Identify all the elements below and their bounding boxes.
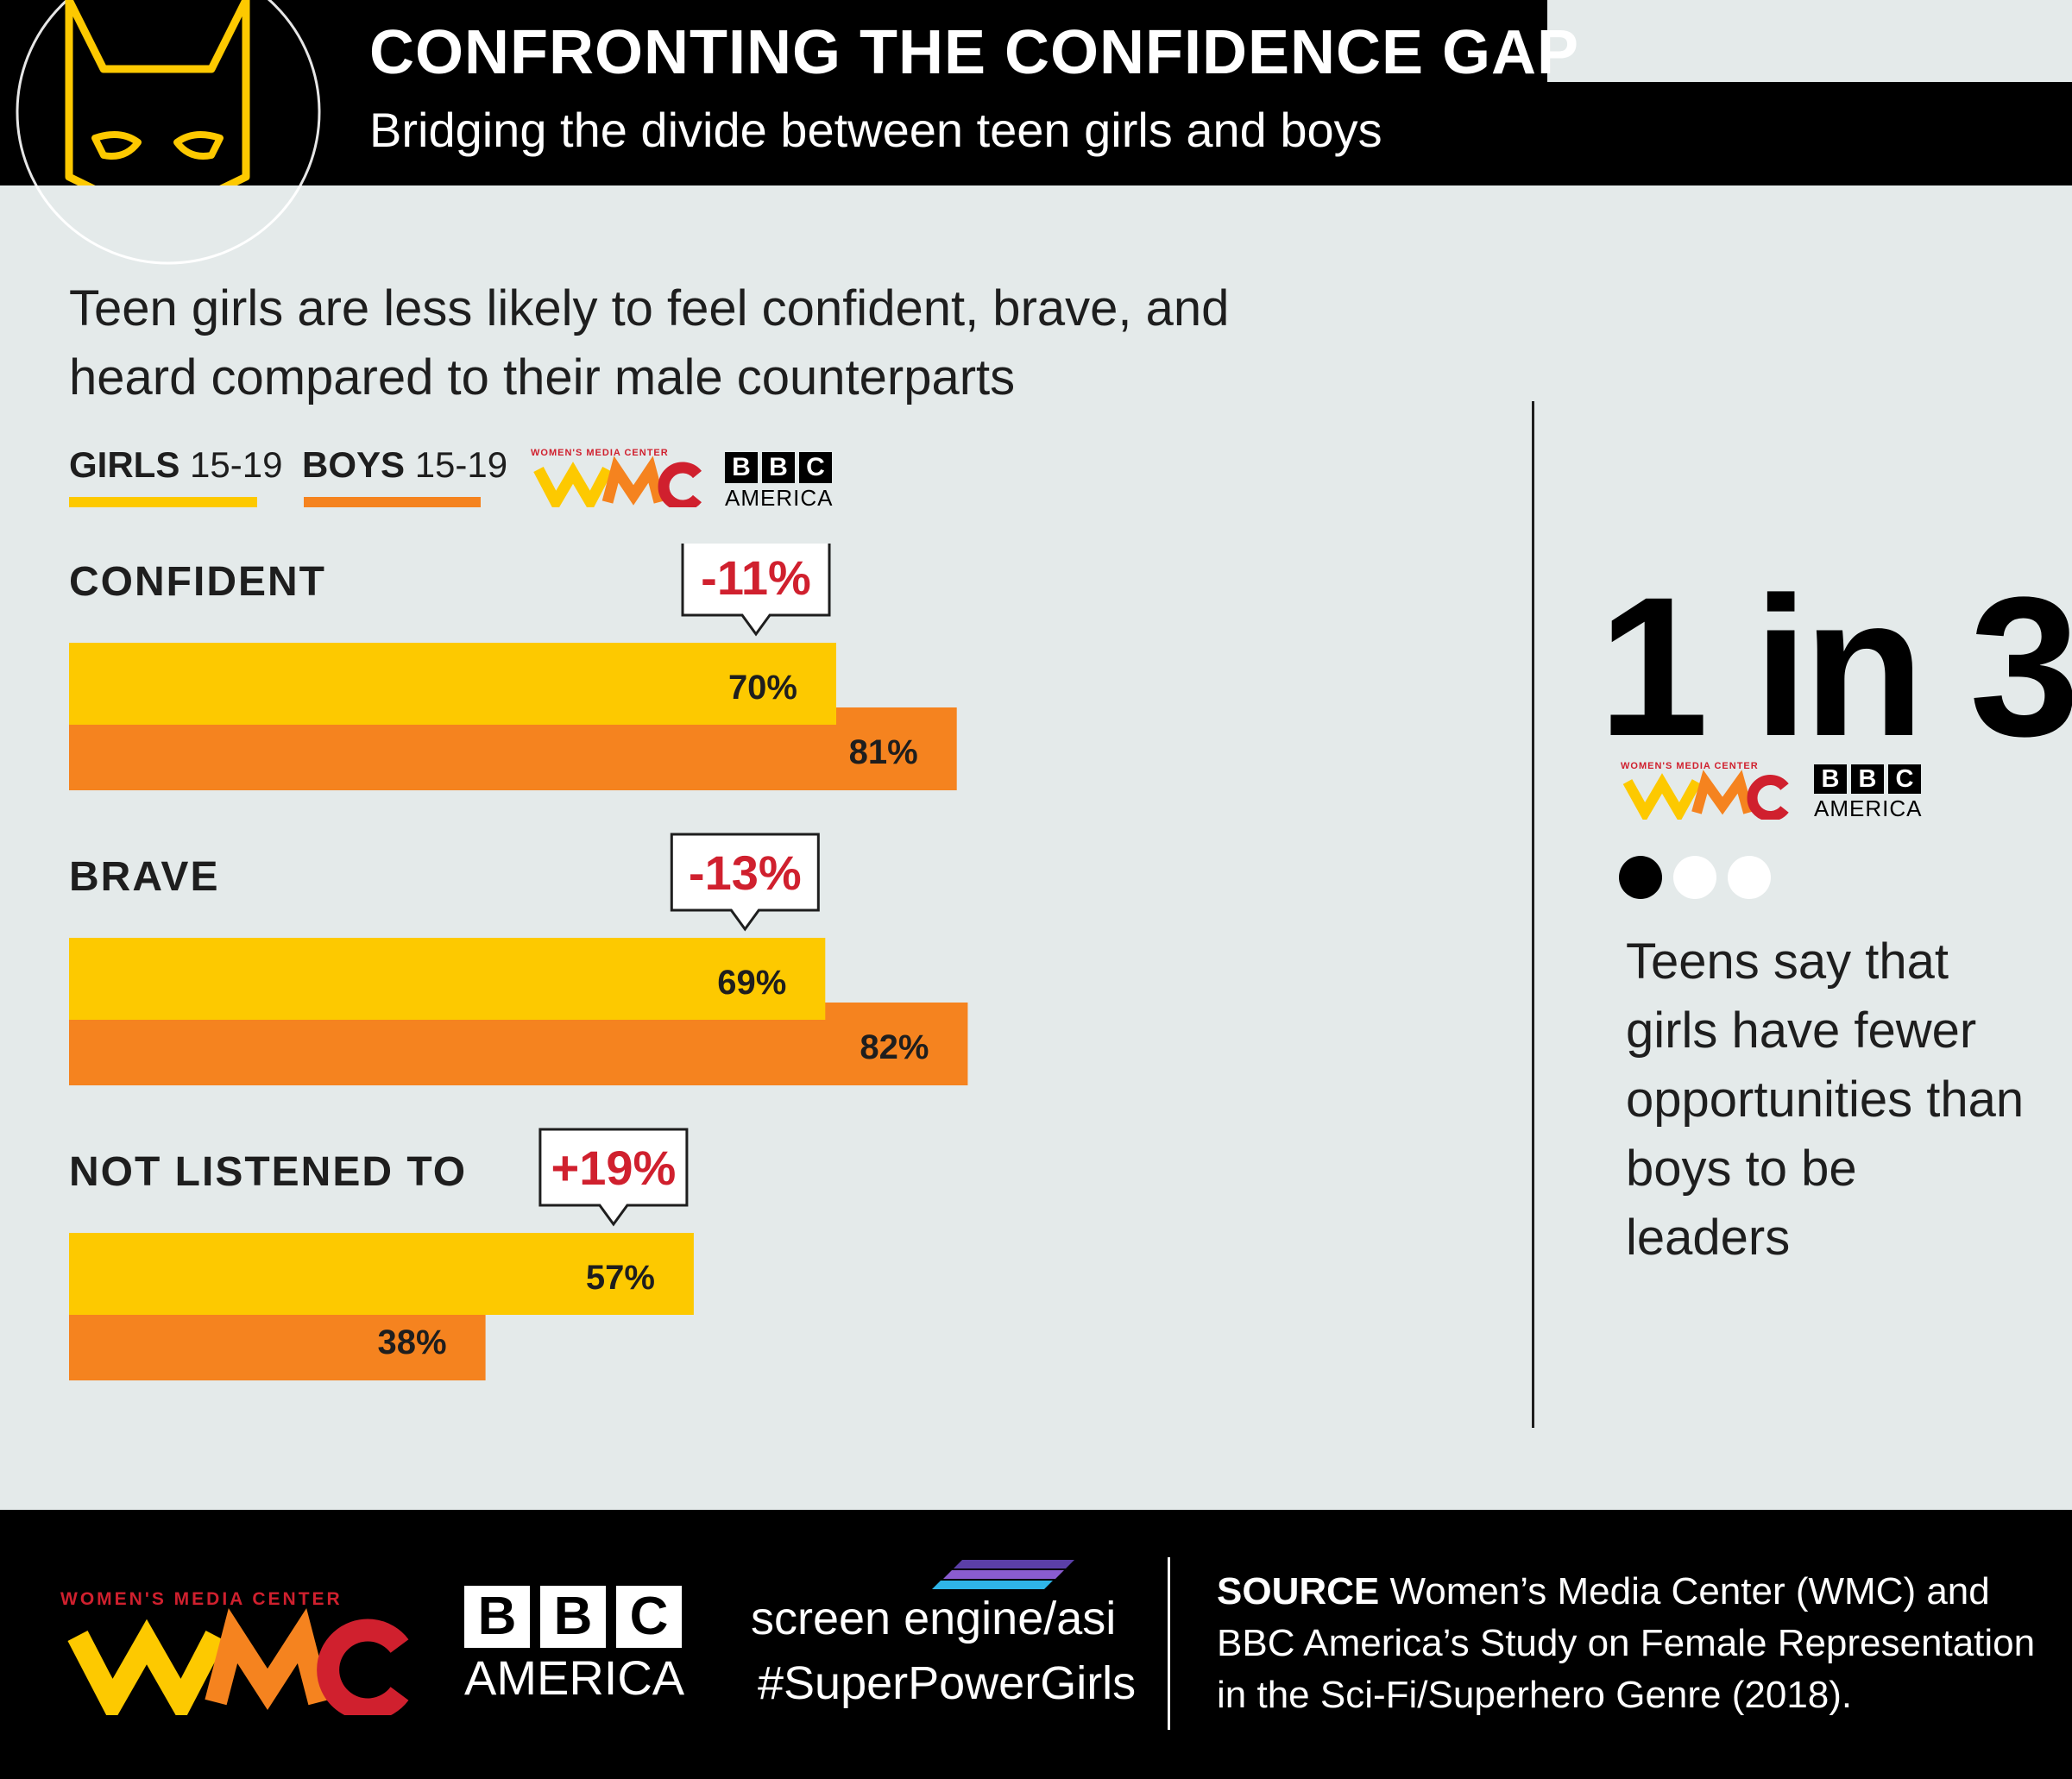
difference-label: +19%: [551, 1141, 677, 1195]
wmc-side-caption: WOMEN'S MEDIA CENTER: [1621, 761, 1759, 771]
legend-girls: GIRLS 15-19: [69, 444, 282, 486]
wmc-small-caption: WOMEN'S MEDIA CENTER: [531, 448, 669, 458]
empty-dot: [1673, 856, 1716, 899]
difference-callout: [681, 544, 831, 637]
footer-divider: [1168, 1557, 1170, 1730]
difference-callout: [538, 1128, 689, 1227]
bbc-logo-small: B B C AMERICA: [725, 452, 833, 512]
bar-girls: [69, 643, 836, 725]
big-stat: 1 in 3: [1598, 556, 2072, 777]
bbc-side-letter-2: B: [1851, 764, 1884, 794]
filled-dot: [1619, 856, 1662, 899]
bbc-side-letter-3: C: [1888, 764, 1921, 794]
wmc-footer-caption: WOMEN'S MEDIA CENTER: [60, 1589, 343, 1609]
bbc-footer-letter-1: B: [464, 1586, 530, 1648]
bbc-small-america: AMERICA: [725, 485, 834, 511]
value-label-boys: 81%: [849, 733, 918, 771]
category-label: NOT LISTENED TO: [69, 1149, 467, 1195]
screen-engine-stripes-icon: [932, 1560, 1074, 1589]
value-label-boys: 38%: [378, 1323, 447, 1361]
category-label: BRAVE: [69, 854, 219, 900]
page-subtitle: Bridging the divide between teen girls a…: [369, 103, 1382, 157]
bar-girls: [69, 938, 826, 1020]
empty-dot: [1728, 856, 1771, 899]
page-title: CONFRONTING THE CONFIDENCE GAP: [369, 18, 1580, 87]
legend-boys-label: BOYS: [302, 444, 406, 485]
bbc-footer-letter-2: B: [540, 1586, 606, 1648]
footer-bar: WOMEN'S MEDIA CENTER B B C AMERICA scree…: [0, 1510, 2072, 1779]
wmc-logo-small: WOMEN'S MEDIA CENTER: [531, 448, 702, 507]
bbc-small-letter-3: C: [799, 452, 832, 483]
source-label: SOURCE: [1217, 1570, 1380, 1612]
bbc-footer-letter-3: C: [616, 1586, 682, 1648]
wmc-logo-side: WOMEN'S MEDIA CENTER: [1621, 761, 1789, 820]
legend-girls-range: 15-19: [190, 444, 283, 485]
decorative-ring: [35, 185, 302, 265]
mask-emblem-icon: [16, 0, 321, 185]
intro-text: Teen girls are less likely to feel confi…: [69, 280, 1230, 405]
screen-engine-logo: screen engine/asi: [751, 1593, 1117, 1644]
difference-label: -13%: [689, 845, 802, 900]
bbc-side-america: AMERICA: [1814, 795, 1923, 821]
difference-callout: [670, 833, 820, 932]
legend-boys: BOYS 15-19: [302, 444, 507, 486]
header-notch: [1547, 0, 2072, 82]
bbc-logo-side: B B C AMERICA: [1814, 764, 1922, 822]
panel-divider: [1532, 401, 1534, 1428]
legend-boys-range: 15-19: [414, 444, 508, 485]
header-bar: CONFRONTING THE CONFIDENCE GAP Bridging …: [0, 0, 2072, 185]
value-label-boys: 82%: [860, 1028, 929, 1066]
bbc-footer-america: AMERICA: [464, 1650, 685, 1705]
bar-girls: [69, 1233, 694, 1315]
difference-label: -11%: [701, 550, 811, 605]
legend-girls-label: GIRLS: [69, 444, 180, 485]
hashtag: #SuperPowerGirls: [758, 1657, 1137, 1709]
bar-chart: CONFIDENT 70% 81% -11% BRAVE 69% 82% -13% NOT LI…: [69, 544, 968, 1380]
bbc-small-letter-1: B: [725, 452, 758, 483]
source-text: SOURCE Women’s Media Center (WMC) and BB…: [1217, 1566, 2037, 1721]
bbc-small-letter-2: B: [762, 452, 795, 483]
value-label-girls: 70%: [728, 669, 797, 707]
stat-description: Teens say that girls have fewer opportun…: [1626, 934, 2025, 1266]
legend-boys-swatch: [304, 497, 481, 507]
bbc-side-letter-1: B: [1814, 764, 1847, 794]
source-body: Women’s Media Center (WMC) and BBC Ameri…: [1217, 1570, 2036, 1716]
category-label: CONFIDENT: [69, 559, 326, 605]
wmc-logo-footer: WOMEN'S MEDIA CENTER: [60, 1589, 409, 1715]
value-label-girls: 69%: [717, 964, 786, 1002]
value-label-girls: 57%: [586, 1259, 655, 1297]
legend-girls-swatch: [69, 497, 257, 507]
bbc-logo-footer: B B C AMERICA: [464, 1586, 684, 1706]
